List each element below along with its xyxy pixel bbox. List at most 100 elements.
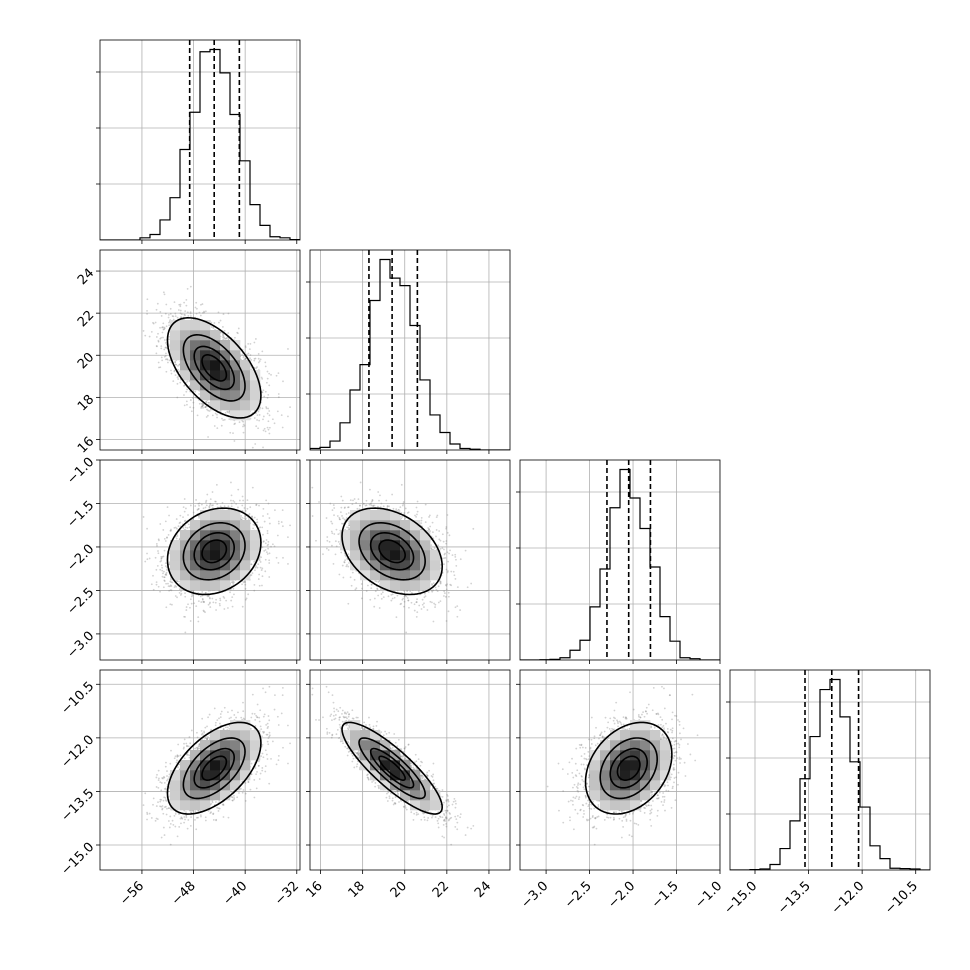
density-cell: [240, 560, 251, 571]
density-cell: [410, 560, 421, 571]
density-cell: [220, 390, 231, 401]
sample-point: [180, 313, 183, 316]
density-cell: [210, 580, 221, 591]
density-cell: [230, 350, 241, 361]
density-cell: [190, 540, 201, 551]
sample-point: [212, 327, 215, 329]
sample-point: [175, 518, 178, 520]
density-cell: [230, 520, 241, 531]
sample-point: [227, 411, 229, 414]
sample-point: [260, 569, 263, 571]
sample-point: [155, 308, 158, 311]
sample-point: [176, 535, 179, 537]
sample-point: [254, 566, 257, 569]
sample-point: [197, 745, 200, 748]
contour-1: [358, 521, 426, 581]
sample-point: [215, 609, 217, 611]
sample-point: [230, 502, 233, 505]
sample-point: [170, 585, 173, 588]
sample-point: [176, 835, 179, 838]
sample-point: [207, 595, 210, 598]
sample-point: [210, 326, 213, 328]
sample-point: [334, 540, 337, 543]
density-cell: [230, 560, 241, 571]
sample-point: [396, 594, 399, 597]
sample-point: [238, 499, 241, 502]
sample-point: [173, 757, 176, 760]
density-cell: [250, 390, 261, 401]
sample-point: [164, 520, 167, 523]
sample-point: [415, 506, 418, 509]
sample-point: [173, 815, 176, 817]
density-cell: [250, 370, 261, 381]
sample-point: [374, 580, 377, 582]
density-cell: [230, 570, 241, 581]
sample-point: [167, 582, 169, 585]
density-cell: [210, 510, 221, 521]
sample-point: [247, 518, 250, 521]
density-cell: [170, 350, 181, 361]
sample-point: [211, 597, 214, 600]
sample-point: [210, 321, 213, 324]
sample-point: [449, 549, 451, 552]
density-cell: [210, 360, 221, 371]
sample-point: [164, 573, 167, 576]
sample-point: [355, 501, 358, 504]
sample-point: [277, 396, 280, 399]
sample-point: [253, 516, 256, 519]
sample-point: [345, 513, 348, 515]
density-cell: [370, 520, 381, 531]
sample-point: [196, 736, 199, 739]
sample-point: [258, 504, 260, 507]
sample-point: [256, 521, 259, 524]
sample-point: [165, 800, 168, 802]
sample-point: [439, 539, 442, 542]
sample-point: [207, 401, 210, 404]
sample-point: [427, 591, 430, 593]
sample-point: [159, 560, 162, 563]
sample-point: [222, 419, 225, 422]
sample-point: [330, 530, 333, 533]
sample-point: [187, 314, 190, 317]
sample-point: [401, 598, 404, 601]
sample-point: [170, 528, 172, 531]
sample-point: [185, 400, 188, 403]
y-tick-label: 22: [75, 308, 97, 330]
density-cell: [190, 560, 201, 571]
sample-point: [266, 513, 269, 515]
sample-point: [459, 558, 462, 561]
sample-point: [424, 503, 427, 506]
sample-point: [183, 520, 186, 523]
sample-point: [348, 562, 350, 564]
sample-point: [421, 603, 424, 606]
sample-point: [244, 358, 247, 360]
sample-point: [289, 742, 291, 745]
density-cell: [190, 580, 201, 591]
sample-point: [250, 515, 253, 518]
sample-point: [184, 615, 186, 618]
sample-point: [342, 576, 345, 579]
sample-point: [268, 576, 271, 578]
sample-point: [189, 504, 192, 507]
sample-point: [208, 403, 210, 406]
sample-point: [264, 549, 267, 551]
sample-point: [186, 827, 189, 830]
sample-point: [267, 737, 270, 740]
sample-point: [222, 326, 224, 328]
sample-point: [162, 328, 165, 331]
sample-point: [176, 580, 178, 583]
sample-point: [373, 504, 376, 507]
sample-point: [174, 315, 177, 317]
sample-point: [222, 595, 225, 598]
sample-point: [232, 587, 235, 590]
sample-point: [206, 738, 208, 740]
density-cell: [170, 570, 181, 581]
sample-point: [160, 356, 163, 359]
sample-point: [196, 508, 199, 511]
sample-point: [257, 357, 260, 360]
sample-point: [289, 524, 291, 527]
sample-point: [258, 584, 261, 587]
sample-point: [205, 405, 207, 408]
sample-point: [245, 517, 247, 520]
sample-point: [245, 597, 248, 600]
